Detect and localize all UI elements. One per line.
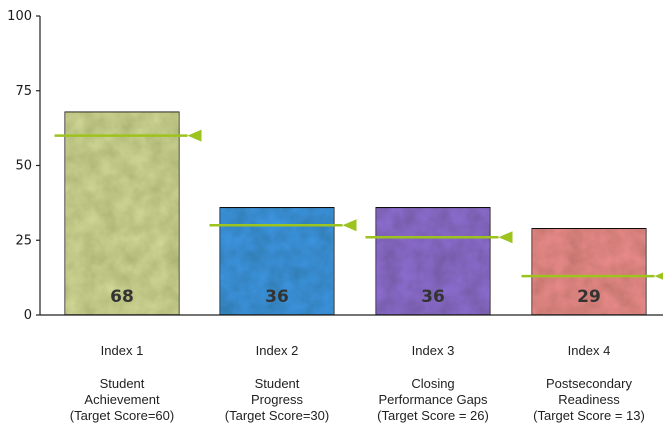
category-description-line: Readiness [558, 392, 620, 407]
y-tick-label: 75 [15, 84, 32, 99]
category-label-3: Index 3 [412, 343, 455, 358]
value-label-3: 36 [421, 287, 445, 307]
target-marker-3 [498, 231, 513, 244]
target-marker-1 [187, 129, 202, 142]
category-description-line: Performance Gaps [378, 392, 488, 407]
bar-4 [530, 227, 648, 316]
category-label-2: Index 2 [256, 343, 299, 358]
y-tick-label: 25 [15, 233, 32, 248]
category-description-line: Closing [411, 376, 454, 391]
value-label-2: 36 [265, 287, 289, 307]
category-description-line: (Target Score = 26) [377, 408, 489, 423]
category-description-line: Student [100, 376, 145, 391]
bar-1 [63, 110, 181, 316]
value-label-1: 68 [110, 287, 134, 307]
category-description-line: (Target Score=60) [70, 408, 174, 423]
category-description-line: Achievement [84, 392, 160, 407]
target-marker-4 [654, 272, 663, 280]
y-tick-label: 50 [15, 159, 32, 174]
y-tick-label: 100 [7, 9, 32, 24]
category-description-line: Postsecondary [546, 376, 632, 391]
category-description-line: Progress [251, 392, 304, 407]
category-description-line: Student [255, 376, 300, 391]
target-marker-2 [342, 219, 357, 232]
y-tick-label: 0 [24, 308, 32, 323]
category-description-line: (Target Score=30) [225, 408, 329, 423]
category-description-line: (Target Score = 13) [533, 408, 645, 423]
category-label-1: Index 1 [101, 343, 144, 358]
category-label-4: Index 4 [568, 343, 611, 358]
bar-3 [374, 206, 492, 316]
value-label-4: 29 [577, 287, 601, 307]
